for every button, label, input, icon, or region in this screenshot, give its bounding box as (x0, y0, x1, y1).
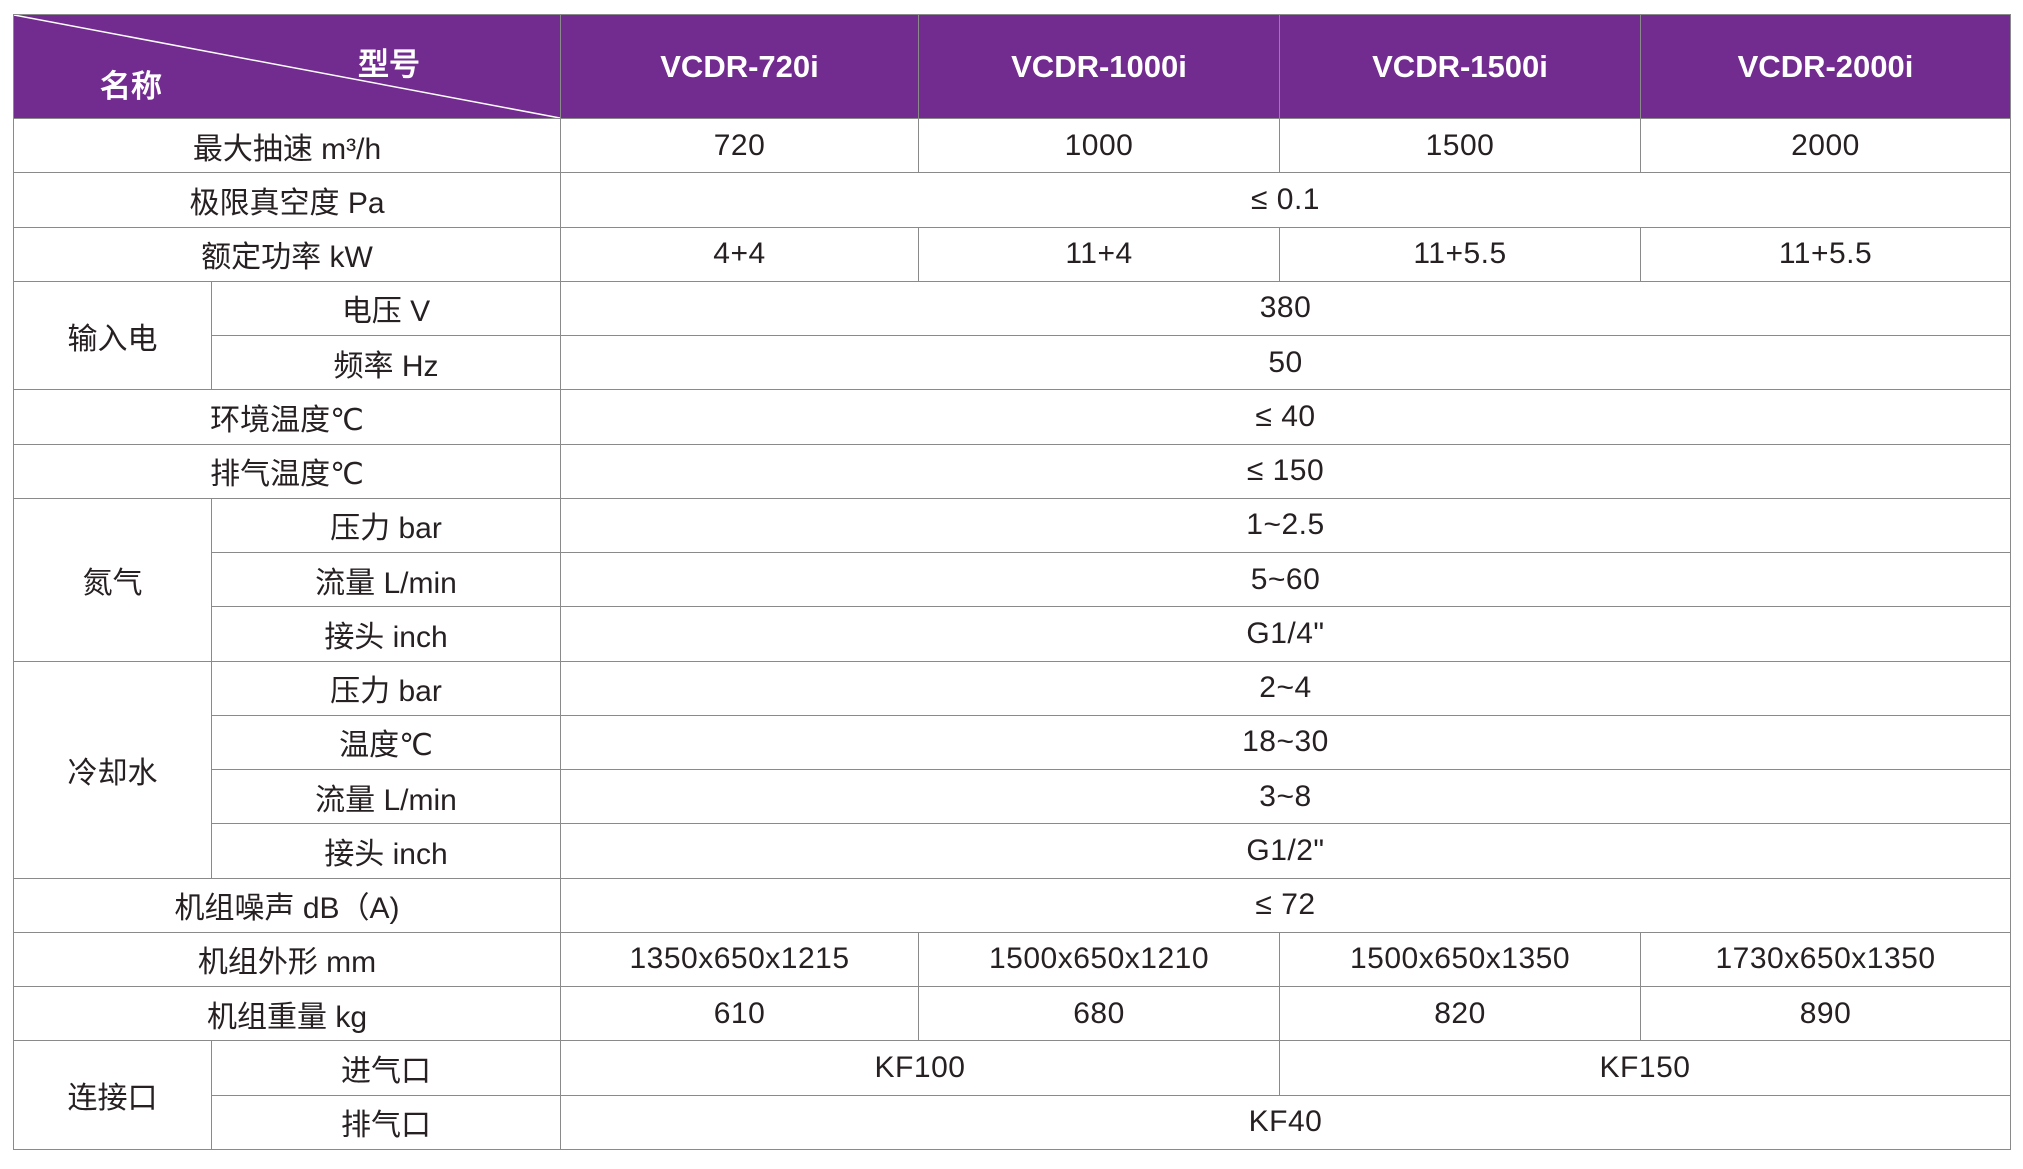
group-label-connections: 连接口 (13, 1040, 212, 1150)
row-label: 接头 inch (211, 606, 561, 662)
value-cell: 1500x650x1350 (1279, 931, 1641, 988)
row-ultimate-vacuum: 极限真空度 Pa ≤ 0.1 (13, 172, 2011, 228)
diagonal-divider (14, 15, 560, 118)
row-weight: 机组重量 kg 610 680 820 890 (13, 985, 2011, 1042)
group-label-nitrogen: 氮气 (13, 497, 212, 662)
row-noise: 机组噪声 dB（A) ≤ 72 (13, 877, 2011, 933)
value-cell: 1730x650x1350 (1640, 931, 2011, 988)
row-cooling-pressure: 冷却水 压力 bar 2~4 (13, 660, 2011, 879)
value-cell: KF150 (1279, 1040, 2011, 1096)
value-cell: ≤ 0.1 (560, 172, 2011, 228)
spec-table: 型号 名称 VCDR-720i VCDR-1000i VCDR-1500i VC… (13, 14, 2011, 1150)
value-cell: 610 (560, 985, 919, 1042)
value-cell: 4+4 (560, 226, 919, 282)
row-label: 温度℃ (211, 714, 561, 771)
row-label: 压力 bar (211, 660, 561, 716)
row-label: 极限真空度 Pa (13, 172, 561, 228)
corner-label-model: 型号 (357, 47, 420, 82)
row-rated-power: 额定功率 kW 4+4 11+4 11+5.5 11+5.5 (13, 226, 2011, 282)
row-nitrogen-connector: 接头 inch G1/4" (14, 606, 2011, 662)
value-cell: 18~30 (560, 714, 2011, 771)
row-label: 排气口 (211, 1094, 561, 1150)
row-label: 额定功率 kW (13, 226, 561, 282)
header-corner-cell: 型号 名称 (13, 14, 561, 119)
group-label-cooling-water: 冷却水 (13, 660, 212, 879)
value-cell: 11+5.5 (1640, 226, 2011, 282)
value-cell: 1000 (918, 117, 1280, 174)
value-cell: 820 (1279, 985, 1641, 1042)
header-model-vcdr-720i: VCDR-720i (560, 14, 919, 119)
row-cooling-temperature: 温度℃ 18~30 (14, 714, 2011, 771)
value-cell: 1~2.5 (560, 497, 2011, 554)
value-cell: 1350x650x1215 (560, 931, 919, 988)
row-label: 接头 inch (211, 823, 561, 879)
value-cell: ≤ 150 (560, 443, 2011, 499)
row-nitrogen-flow: 流量 L/min 5~60 (14, 551, 2011, 608)
value-cell: 1500x650x1210 (918, 931, 1280, 988)
value-cell: KF40 (560, 1094, 2011, 1150)
row-input-power-voltage: 输入电 电压 V 380 (13, 280, 2011, 391)
value-cell: 3~8 (560, 768, 2011, 825)
corner-label-name: 名称 (100, 69, 162, 104)
header-model-vcdr-2000i: VCDR-2000i (1640, 14, 2011, 119)
row-label: 频率 Hz (211, 334, 561, 391)
row-label: 进气口 (211, 1040, 561, 1096)
row-exhaust-temp: 排气温度℃ ≤ 150 (13, 443, 2011, 499)
row-cooling-connector: 接头 inch G1/2" (14, 823, 2011, 879)
value-cell: 720 (560, 117, 919, 174)
value-cell: ≤ 72 (560, 877, 2011, 933)
group-label-input-power: 输入电 (13, 280, 212, 391)
row-dimensions: 机组外形 mm 1350x650x1215 1500x650x1210 1500… (13, 931, 2011, 988)
value-cell: 2000 (1640, 117, 2011, 174)
value-cell: 11+4 (918, 226, 1280, 282)
row-nitrogen-pressure: 氮气 压力 bar 1~2.5 (13, 497, 2011, 662)
row-label: 机组噪声 dB（A) (13, 877, 561, 933)
value-cell: 890 (1640, 985, 2011, 1042)
value-cell: 5~60 (560, 551, 2011, 608)
value-cell: G1/4" (560, 606, 2011, 662)
value-cell: 1500 (1279, 117, 1641, 174)
value-cell: 11+5.5 (1279, 226, 1641, 282)
value-cell: KF100 (560, 1040, 1280, 1096)
row-label: 机组重量 kg (13, 985, 561, 1042)
row-input-power-frequency: 频率 Hz 50 (14, 334, 2011, 391)
row-label: 压力 bar (211, 497, 561, 554)
header-model-vcdr-1000i: VCDR-1000i (918, 14, 1280, 119)
row-cooling-flow: 流量 L/min 3~8 (14, 768, 2011, 825)
value-cell: G1/2" (560, 823, 2011, 879)
header-row: 型号 名称 VCDR-720i VCDR-1000i VCDR-1500i VC… (13, 14, 2011, 119)
value-cell: 380 (560, 280, 2011, 337)
row-label: 环境温度℃ (13, 389, 561, 445)
row-label: 流量 L/min (211, 768, 561, 825)
value-cell: 680 (918, 985, 1280, 1042)
row-label: 最大抽速 m³/h (13, 117, 561, 174)
value-cell: 2~4 (560, 660, 2011, 716)
row-connection-inlet: 连接口 进气口 KF100 KF150 (13, 1040, 2011, 1150)
value-cell: 50 (560, 334, 2011, 391)
row-label: 机组外形 mm (13, 931, 561, 988)
row-connection-outlet: 排气口 KF40 (14, 1094, 2011, 1150)
row-label: 电压 V (211, 280, 561, 337)
row-ambient-temp: 环境温度℃ ≤ 40 (13, 389, 2011, 445)
value-cell: ≤ 40 (560, 389, 2011, 445)
row-label: 排气温度℃ (13, 443, 561, 499)
row-label: 流量 L/min (211, 551, 561, 608)
header-model-vcdr-1500i: VCDR-1500i (1279, 14, 1641, 119)
row-pumping-speed: 最大抽速 m³/h 720 1000 1500 2000 (13, 117, 2011, 174)
